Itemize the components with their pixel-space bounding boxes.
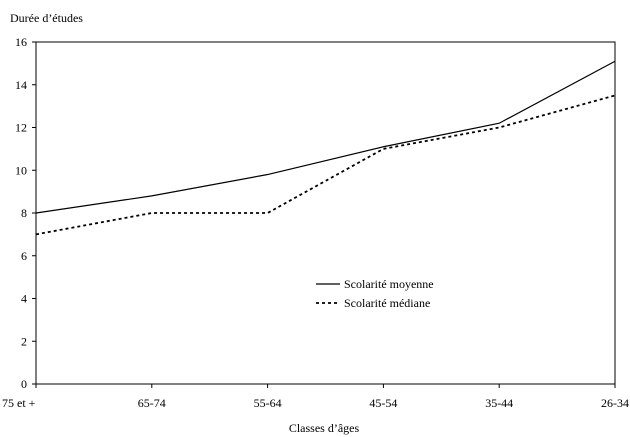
x-tick-label: 26-34 [601, 396, 629, 410]
y-tick-label: 16 [15, 35, 27, 49]
y-tick-label: 10 [15, 163, 27, 177]
x-tick-label: 55-64 [254, 396, 282, 410]
x-tick-label: 65-74 [138, 396, 166, 410]
y-tick-label: 12 [15, 121, 27, 135]
y-tick-label: 6 [21, 249, 27, 263]
y-axis-title: Durée d’études [10, 11, 83, 25]
series-line-0 [35, 60, 616, 214]
x-axis: 75 et + 65-74 55-64 45-54 35-44 26-34 [2, 384, 629, 410]
y-tick-label: 0 [21, 377, 27, 391]
y-tick-label: 4 [21, 292, 27, 306]
y-axis: 0 2 4 6 8 10 12 14 16 [15, 35, 36, 391]
x-axis-title: Classes d’âges [289, 421, 360, 435]
series-line-1 [35, 94, 616, 236]
x-tick-label: 75 et + [2, 396, 36, 410]
y-tick-label: 2 [21, 334, 27, 348]
plot-frame [35, 41, 616, 385]
legend: Scolarité moyenne Scolarité médiane [316, 277, 434, 310]
x-tick-label: 45-54 [369, 396, 397, 410]
y-tick-label: 14 [15, 78, 27, 92]
x-tick-label: 35-44 [485, 396, 513, 410]
legend-label: Scolarité moyenne [344, 277, 434, 291]
y-tick-label: 8 [21, 206, 27, 220]
series-lines [35, 41, 616, 385]
legend-label: Scolarité médiane [344, 296, 430, 310]
